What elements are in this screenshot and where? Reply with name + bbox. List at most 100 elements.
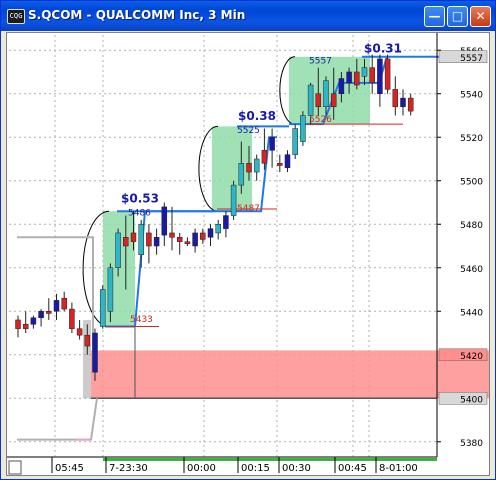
candle-body — [277, 163, 283, 166]
candle[interactable] — [330, 67, 337, 120]
candle[interactable] — [315, 67, 322, 116]
candle[interactable] — [369, 54, 375, 94]
candle[interactable] — [253, 154, 260, 181]
candle[interactable] — [354, 58, 360, 90]
candle-body — [153, 237, 160, 247]
candle-body — [169, 232, 175, 238]
candle[interactable] — [215, 219, 221, 240]
rally-bracket-1 — [82, 210, 110, 327]
candle[interactable] — [30, 315, 37, 329]
candle[interactable] — [246, 145, 252, 181]
candle-body — [215, 223, 221, 234]
x-tick-label: 00:45 — [338, 463, 367, 474]
candle[interactable] — [161, 202, 168, 246]
candle-body — [46, 311, 52, 314]
y-tick-label: 5480 — [460, 221, 483, 231]
candle-body — [354, 71, 360, 86]
candle[interactable] — [223, 211, 229, 238]
zone-shadow — [83, 319, 91, 399]
candle[interactable] — [53, 293, 60, 320]
candle[interactable] — [107, 263, 114, 323]
reference-line-upper — [17, 236, 94, 364]
candle-body — [346, 71, 352, 84]
candle[interactable] — [261, 128, 268, 170]
candle[interactable] — [153, 228, 160, 255]
candle[interactable] — [338, 71, 345, 103]
y-tick-label: 5520 — [460, 134, 483, 144]
candle[interactable] — [184, 237, 191, 246]
annotation-price-red: 5433 — [130, 315, 153, 325]
candle-body — [284, 154, 291, 168]
price-badge-bg — [438, 392, 488, 405]
reference-line-lower — [17, 398, 98, 441]
candle[interactable] — [176, 232, 183, 255]
candle[interactable] — [361, 58, 368, 86]
candle[interactable] — [377, 54, 383, 107]
candle[interactable] — [238, 141, 245, 194]
chart-area[interactable]: $0.53 5486 5433 $0.38 5525 5487 $0.31 5557 5526 … — [6, 32, 490, 476]
candle[interactable] — [92, 328, 98, 381]
candle-body — [261, 150, 268, 164]
candle[interactable] — [61, 291, 67, 312]
candle-body — [384, 58, 391, 90]
candle[interactable] — [346, 67, 352, 94]
close-button[interactable]: ✕ — [470, 6, 491, 27]
rally-box-3 — [289, 56, 370, 125]
candle[interactable] — [99, 285, 106, 329]
candle[interactable] — [292, 124, 298, 159]
candle[interactable] — [169, 206, 175, 251]
candle[interactable] — [407, 93, 414, 116]
candle[interactable] — [400, 89, 406, 116]
candle[interactable] — [384, 54, 391, 94]
candle[interactable] — [130, 211, 137, 251]
price-badge: 5420 — [460, 352, 483, 362]
candle-body — [53, 300, 60, 312]
trend-line-1 — [134, 210, 215, 327]
candle[interactable] — [277, 154, 283, 173]
annotation-gain: $0.31 — [364, 41, 402, 55]
candle[interactable] — [123, 215, 129, 290]
maximize-button[interactable]: □ — [447, 6, 468, 27]
candle-body — [84, 334, 91, 347]
candle[interactable] — [15, 315, 21, 338]
candle[interactable] — [38, 309, 44, 327]
candle-body — [307, 84, 314, 116]
candle[interactable] — [300, 111, 306, 146]
chart-window-icon[interactable]: CQG — [7, 9, 25, 24]
minimize-button[interactable]: — — [424, 6, 445, 27]
candle[interactable] — [115, 228, 121, 277]
candle-body — [300, 115, 306, 142]
scroll-box[interactable] — [8, 460, 22, 475]
candle[interactable] — [284, 150, 291, 173]
candle[interactable] — [323, 76, 329, 116]
candle[interactable] — [146, 224, 152, 264]
candle[interactable] — [230, 180, 237, 220]
candle[interactable] — [138, 219, 144, 268]
candle-body — [30, 317, 37, 325]
candle[interactable] — [269, 128, 275, 168]
candle-body — [400, 97, 406, 108]
candle[interactable] — [207, 224, 214, 246]
candle-body — [253, 158, 260, 173]
candle[interactable] — [192, 228, 198, 253]
candle[interactable] — [392, 76, 399, 116]
candle[interactable] — [46, 298, 52, 320]
title-bar[interactable]: CQG S.QCOM - QUALCOMM Inc, 3 Min — □ ✕ — [1, 1, 495, 31]
price-badge-bg — [438, 50, 488, 64]
candle-body — [22, 324, 29, 329]
candle[interactable] — [307, 82, 314, 125]
candle[interactable] — [200, 228, 206, 244]
candle[interactable] — [69, 302, 75, 334]
candle[interactable] — [22, 311, 29, 334]
y-tick-label: 5540 — [460, 91, 483, 101]
candle[interactable] — [76, 319, 83, 340]
candle-body — [92, 332, 98, 373]
candle[interactable] — [84, 324, 91, 355]
candle-body — [369, 67, 375, 84]
x-tick-label: 00:15 — [241, 463, 270, 474]
candle-body — [123, 237, 129, 247]
price-badge-bg — [438, 348, 488, 362]
candlestick-chart[interactable]: $0.5354865433$0.3855255487$0.3155575526 … — [7, 33, 489, 475]
rally-bracket-2 — [198, 125, 219, 212]
